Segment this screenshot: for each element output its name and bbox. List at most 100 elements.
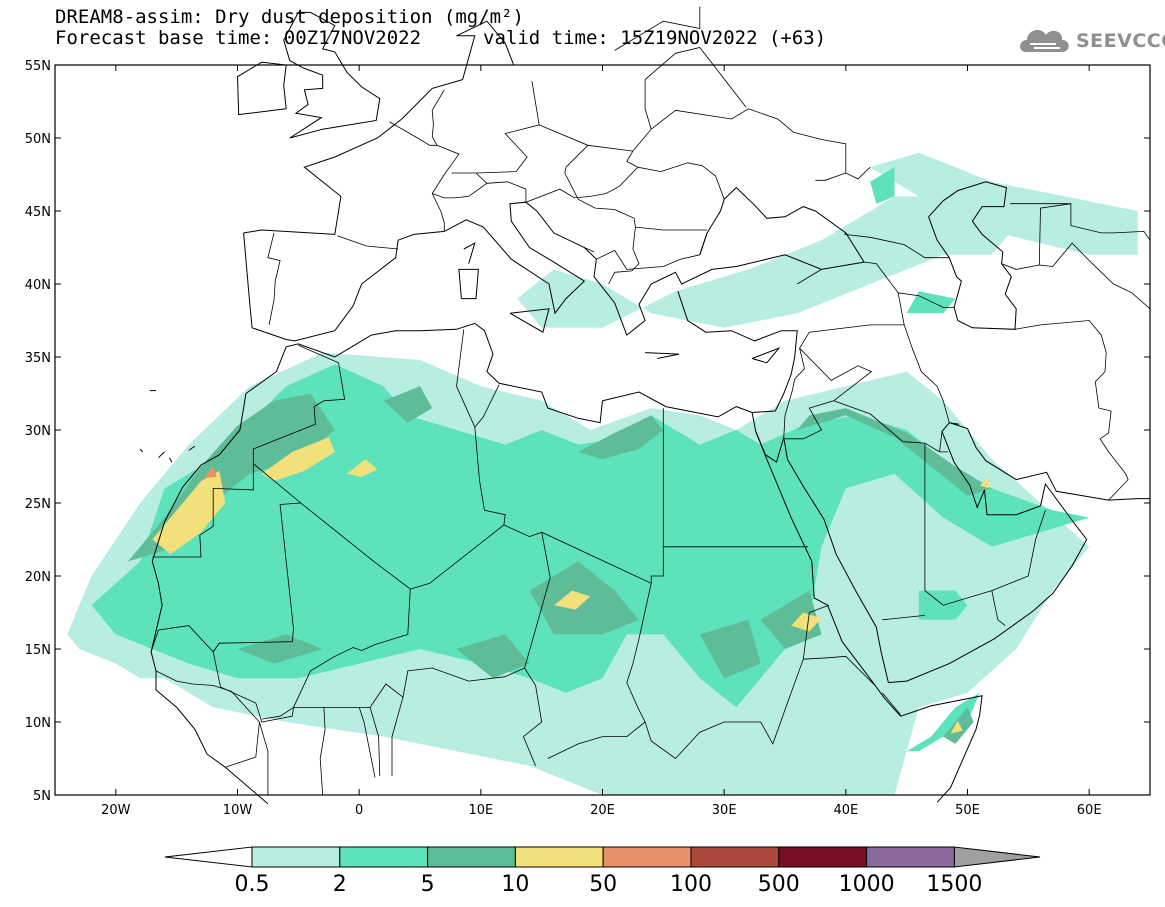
country-border — [319, 707, 326, 796]
country-border — [991, 590, 1006, 626]
country-border — [432, 181, 527, 203]
dust-contour — [261, 437, 335, 482]
dust-contour — [91, 364, 1090, 708]
colorbar-label: 100 — [670, 872, 712, 897]
lon-tick-label: 20E — [590, 803, 615, 818]
country-border — [253, 384, 506, 590]
country-border — [844, 232, 847, 235]
colorbar-swatch — [427, 846, 516, 868]
dust-contour — [950, 720, 963, 734]
lat-tick-label: 35N — [25, 351, 51, 366]
coastline-segment — [139, 448, 143, 453]
coastline-segment — [751, 347, 781, 364]
coastline-segment — [755, 431, 785, 463]
country-border — [259, 721, 269, 795]
colorbar-label: 0.5 — [235, 872, 270, 897]
lat-tick-label: 50N — [25, 132, 51, 147]
country-border — [864, 261, 905, 325]
coastline-segment — [188, 445, 196, 451]
dust-contour — [517, 196, 1029, 328]
coastline-segment — [283, 11, 381, 139]
country-border — [783, 324, 905, 438]
colorbar-swatch — [866, 846, 955, 868]
coastline-segment — [168, 457, 173, 463]
forecast-times: Forecast base time: 00Z17NOV2022 valid ti… — [55, 27, 826, 49]
latitude-axis: 55N 50N 45N 40N 35N 30N 25N 20N 15N 10N 5N — [25, 59, 1150, 804]
country-border — [456, 329, 476, 428]
country-border — [564, 167, 640, 285]
lat-tick-label: 25N — [25, 497, 51, 512]
lon-tick-label: 60E — [1077, 803, 1102, 818]
coastline-segment — [150, 291, 798, 805]
country-border — [882, 615, 925, 621]
dust-contour — [203, 466, 217, 479]
dust-contour — [791, 612, 822, 632]
colorbar-swatch — [690, 846, 780, 868]
lon-tick-label: 10W — [223, 803, 253, 818]
cloud-icon — [1020, 29, 1069, 52]
country-border — [155, 670, 260, 768]
lat-tick-label: 40N — [25, 278, 51, 293]
colorbar-swatch — [514, 846, 604, 868]
country-border — [596, 249, 628, 270]
coastline-segment — [243, 20, 515, 235]
lon-tick-label: 0 — [355, 803, 363, 818]
coastline-segment — [699, 232, 708, 255]
dust-contour — [578, 415, 664, 460]
colorbar-swatch — [339, 846, 429, 868]
country-border — [881, 692, 901, 715]
dust-contour — [699, 619, 761, 679]
dust-contour — [797, 408, 992, 496]
lon-tick-label: 50E — [955, 803, 980, 818]
colorbar-swatch — [778, 846, 868, 868]
colorbar-swatch — [602, 846, 692, 868]
coastline-segment — [783, 422, 1150, 684]
colorbar-label: 10 — [501, 872, 529, 897]
country-border — [565, 145, 589, 168]
colorbar-label: 1500 — [926, 872, 982, 897]
lat-tick-label: 5N — [33, 789, 51, 804]
country-border — [903, 324, 950, 423]
country-border — [1038, 203, 1151, 310]
lat-tick-label: 55N — [25, 59, 51, 74]
country-border — [158, 625, 214, 653]
lat-tick-label: 15N — [25, 643, 51, 658]
country-border — [644, 47, 747, 108]
country-border — [152, 463, 254, 558]
lon-tick-label: 20W — [101, 803, 131, 818]
dust-contour — [383, 386, 433, 423]
country-border — [626, 254, 700, 270]
country-border — [292, 532, 551, 708]
country-border — [252, 344, 346, 464]
country-border — [803, 655, 876, 686]
lon-tick-label: 40E — [833, 803, 858, 818]
forecast-base-time: Forecast base time: 00Z17NOV2022 — [55, 27, 422, 49]
country-border — [796, 269, 822, 285]
coastline-segment — [645, 352, 680, 359]
colorbar-high-arrow — [953, 846, 1041, 868]
dust-contour — [152, 470, 226, 555]
country-border — [939, 431, 943, 452]
country-border — [261, 707, 294, 720]
country-border — [431, 136, 438, 146]
country-border — [833, 400, 948, 453]
lat-tick-label: 10N — [25, 716, 51, 731]
country-border — [844, 234, 950, 259]
coastlines — [139, 6, 1151, 805]
country-border — [369, 707, 381, 777]
country-border — [525, 162, 725, 203]
colorbar-label: 5 — [421, 872, 435, 897]
country-border — [503, 524, 809, 584]
colorbar-swatch — [251, 846, 341, 868]
coastline-segment — [236, 61, 287, 116]
country-border — [1001, 263, 1040, 270]
colorbar-label: 500 — [758, 872, 800, 897]
lat-tick-label: 45N — [25, 205, 51, 220]
country-border — [650, 108, 847, 173]
dust-contour — [456, 634, 530, 679]
colorbar: 0.5 2 5 10 50 100 500 1000 1500 — [164, 846, 1041, 897]
country-border — [584, 247, 595, 253]
dust-contour — [347, 459, 378, 477]
country-border — [431, 89, 445, 137]
